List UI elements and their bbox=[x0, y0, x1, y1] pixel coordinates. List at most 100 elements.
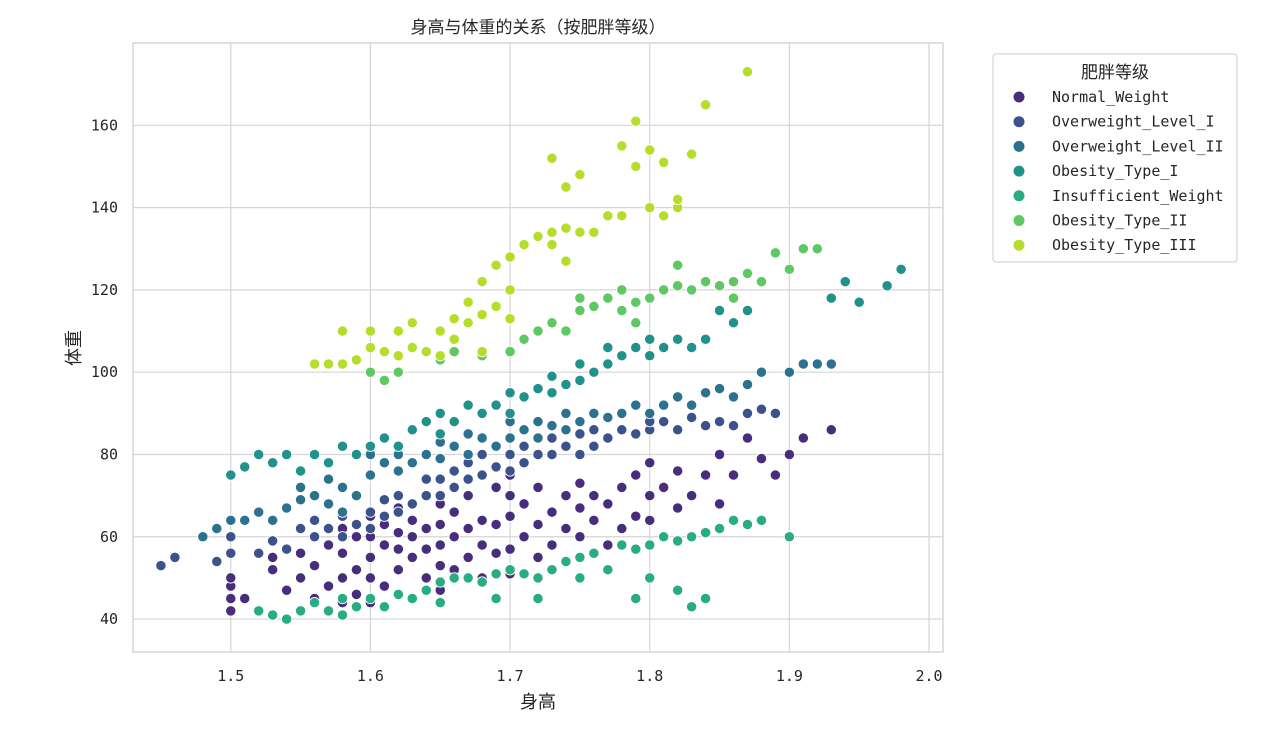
data-point bbox=[644, 144, 656, 156]
data-point bbox=[588, 300, 600, 313]
data-point bbox=[378, 345, 391, 358]
data-point bbox=[602, 498, 614, 510]
data-point bbox=[364, 522, 377, 535]
data-point bbox=[392, 350, 404, 362]
data-point bbox=[644, 489, 656, 502]
y-tick-label: 40 bbox=[100, 610, 118, 628]
data-point bbox=[825, 292, 837, 304]
data-point bbox=[588, 440, 600, 452]
data-point bbox=[280, 584, 293, 596]
data-point bbox=[336, 531, 349, 543]
legend-entry: Obesity_Type_III bbox=[1052, 236, 1197, 254]
legend-entry: Obesity_Type_II bbox=[1052, 212, 1187, 230]
data-point bbox=[546, 420, 558, 432]
data-point bbox=[518, 498, 530, 510]
data-point bbox=[434, 489, 446, 502]
data-point bbox=[658, 531, 670, 543]
data-point bbox=[532, 518, 544, 531]
data-point bbox=[699, 420, 712, 432]
data-point bbox=[532, 230, 544, 243]
data-point bbox=[350, 564, 363, 576]
data-point bbox=[588, 366, 600, 378]
data-point bbox=[197, 531, 209, 543]
data-point bbox=[322, 457, 335, 469]
x-tick-label: 1.6 bbox=[357, 667, 384, 685]
data-point bbox=[434, 539, 446, 551]
data-point bbox=[476, 539, 488, 551]
data-point bbox=[685, 341, 698, 354]
data-point bbox=[308, 489, 321, 502]
data-point bbox=[658, 481, 670, 494]
data-point bbox=[616, 140, 628, 152]
data-point bbox=[476, 469, 488, 481]
data-point bbox=[518, 238, 530, 251]
data-point bbox=[490, 440, 502, 452]
data-point bbox=[504, 432, 516, 444]
data-point bbox=[253, 605, 265, 617]
data-point bbox=[532, 551, 544, 564]
data-point bbox=[378, 539, 391, 551]
data-point bbox=[518, 531, 530, 543]
data-point bbox=[797, 358, 809, 370]
data-point bbox=[630, 296, 642, 308]
legend-entry: Overweight_Level_I bbox=[1052, 113, 1215, 131]
legend-box bbox=[992, 53, 1238, 263]
data-point bbox=[378, 374, 391, 387]
data-point bbox=[630, 160, 642, 173]
data-point bbox=[225, 514, 237, 526]
data-point bbox=[406, 424, 418, 436]
data-point bbox=[518, 424, 530, 436]
data-point bbox=[392, 489, 404, 502]
data-point bbox=[406, 317, 418, 329]
data-point bbox=[672, 465, 684, 477]
data-point bbox=[741, 267, 754, 280]
y-tick-label: 60 bbox=[100, 528, 118, 546]
data-point bbox=[490, 399, 502, 411]
y-tick-label: 160 bbox=[91, 116, 118, 134]
data-point bbox=[350, 354, 363, 366]
data-point bbox=[560, 255, 572, 267]
data-point bbox=[616, 304, 628, 317]
data-point bbox=[336, 572, 349, 584]
data-point bbox=[476, 276, 488, 288]
legend: 肥胖等级 Normal_Weight Overweight_Level_I Over… bbox=[992, 53, 1238, 263]
data-point bbox=[378, 432, 391, 444]
data-point bbox=[797, 432, 809, 444]
data-point bbox=[490, 568, 502, 580]
data-point bbox=[420, 473, 432, 485]
data-point bbox=[546, 238, 558, 251]
data-point bbox=[448, 333, 460, 345]
data-point bbox=[630, 399, 642, 411]
data-point bbox=[546, 539, 558, 551]
data-point bbox=[616, 210, 628, 222]
data-point bbox=[727, 317, 740, 329]
data-point bbox=[392, 440, 404, 452]
x-tick-label: 1.7 bbox=[497, 667, 524, 685]
data-point bbox=[476, 345, 488, 358]
data-point bbox=[685, 284, 698, 296]
data-point bbox=[350, 531, 363, 543]
data-point bbox=[518, 440, 530, 452]
legend-entry: Overweight_Level_II bbox=[1052, 137, 1224, 155]
data-point bbox=[434, 325, 446, 337]
legend-entry: Normal_Weight bbox=[1052, 88, 1169, 106]
legend-entry: Obesity_Type_I bbox=[1052, 162, 1178, 180]
data-point bbox=[378, 510, 391, 522]
data-point bbox=[532, 481, 544, 494]
data-point bbox=[672, 584, 684, 596]
data-point bbox=[308, 531, 321, 543]
data-point bbox=[169, 551, 181, 564]
data-point bbox=[630, 543, 642, 555]
data-point bbox=[462, 296, 474, 308]
data-point bbox=[504, 284, 516, 296]
data-point bbox=[336, 440, 349, 452]
data-point bbox=[448, 440, 460, 452]
data-point bbox=[392, 325, 404, 337]
data-point bbox=[602, 210, 614, 222]
data-point bbox=[336, 547, 349, 559]
data-point bbox=[727, 276, 740, 288]
data-point bbox=[532, 325, 544, 337]
data-point bbox=[560, 222, 572, 234]
data-point bbox=[406, 592, 418, 605]
data-point bbox=[699, 333, 712, 345]
